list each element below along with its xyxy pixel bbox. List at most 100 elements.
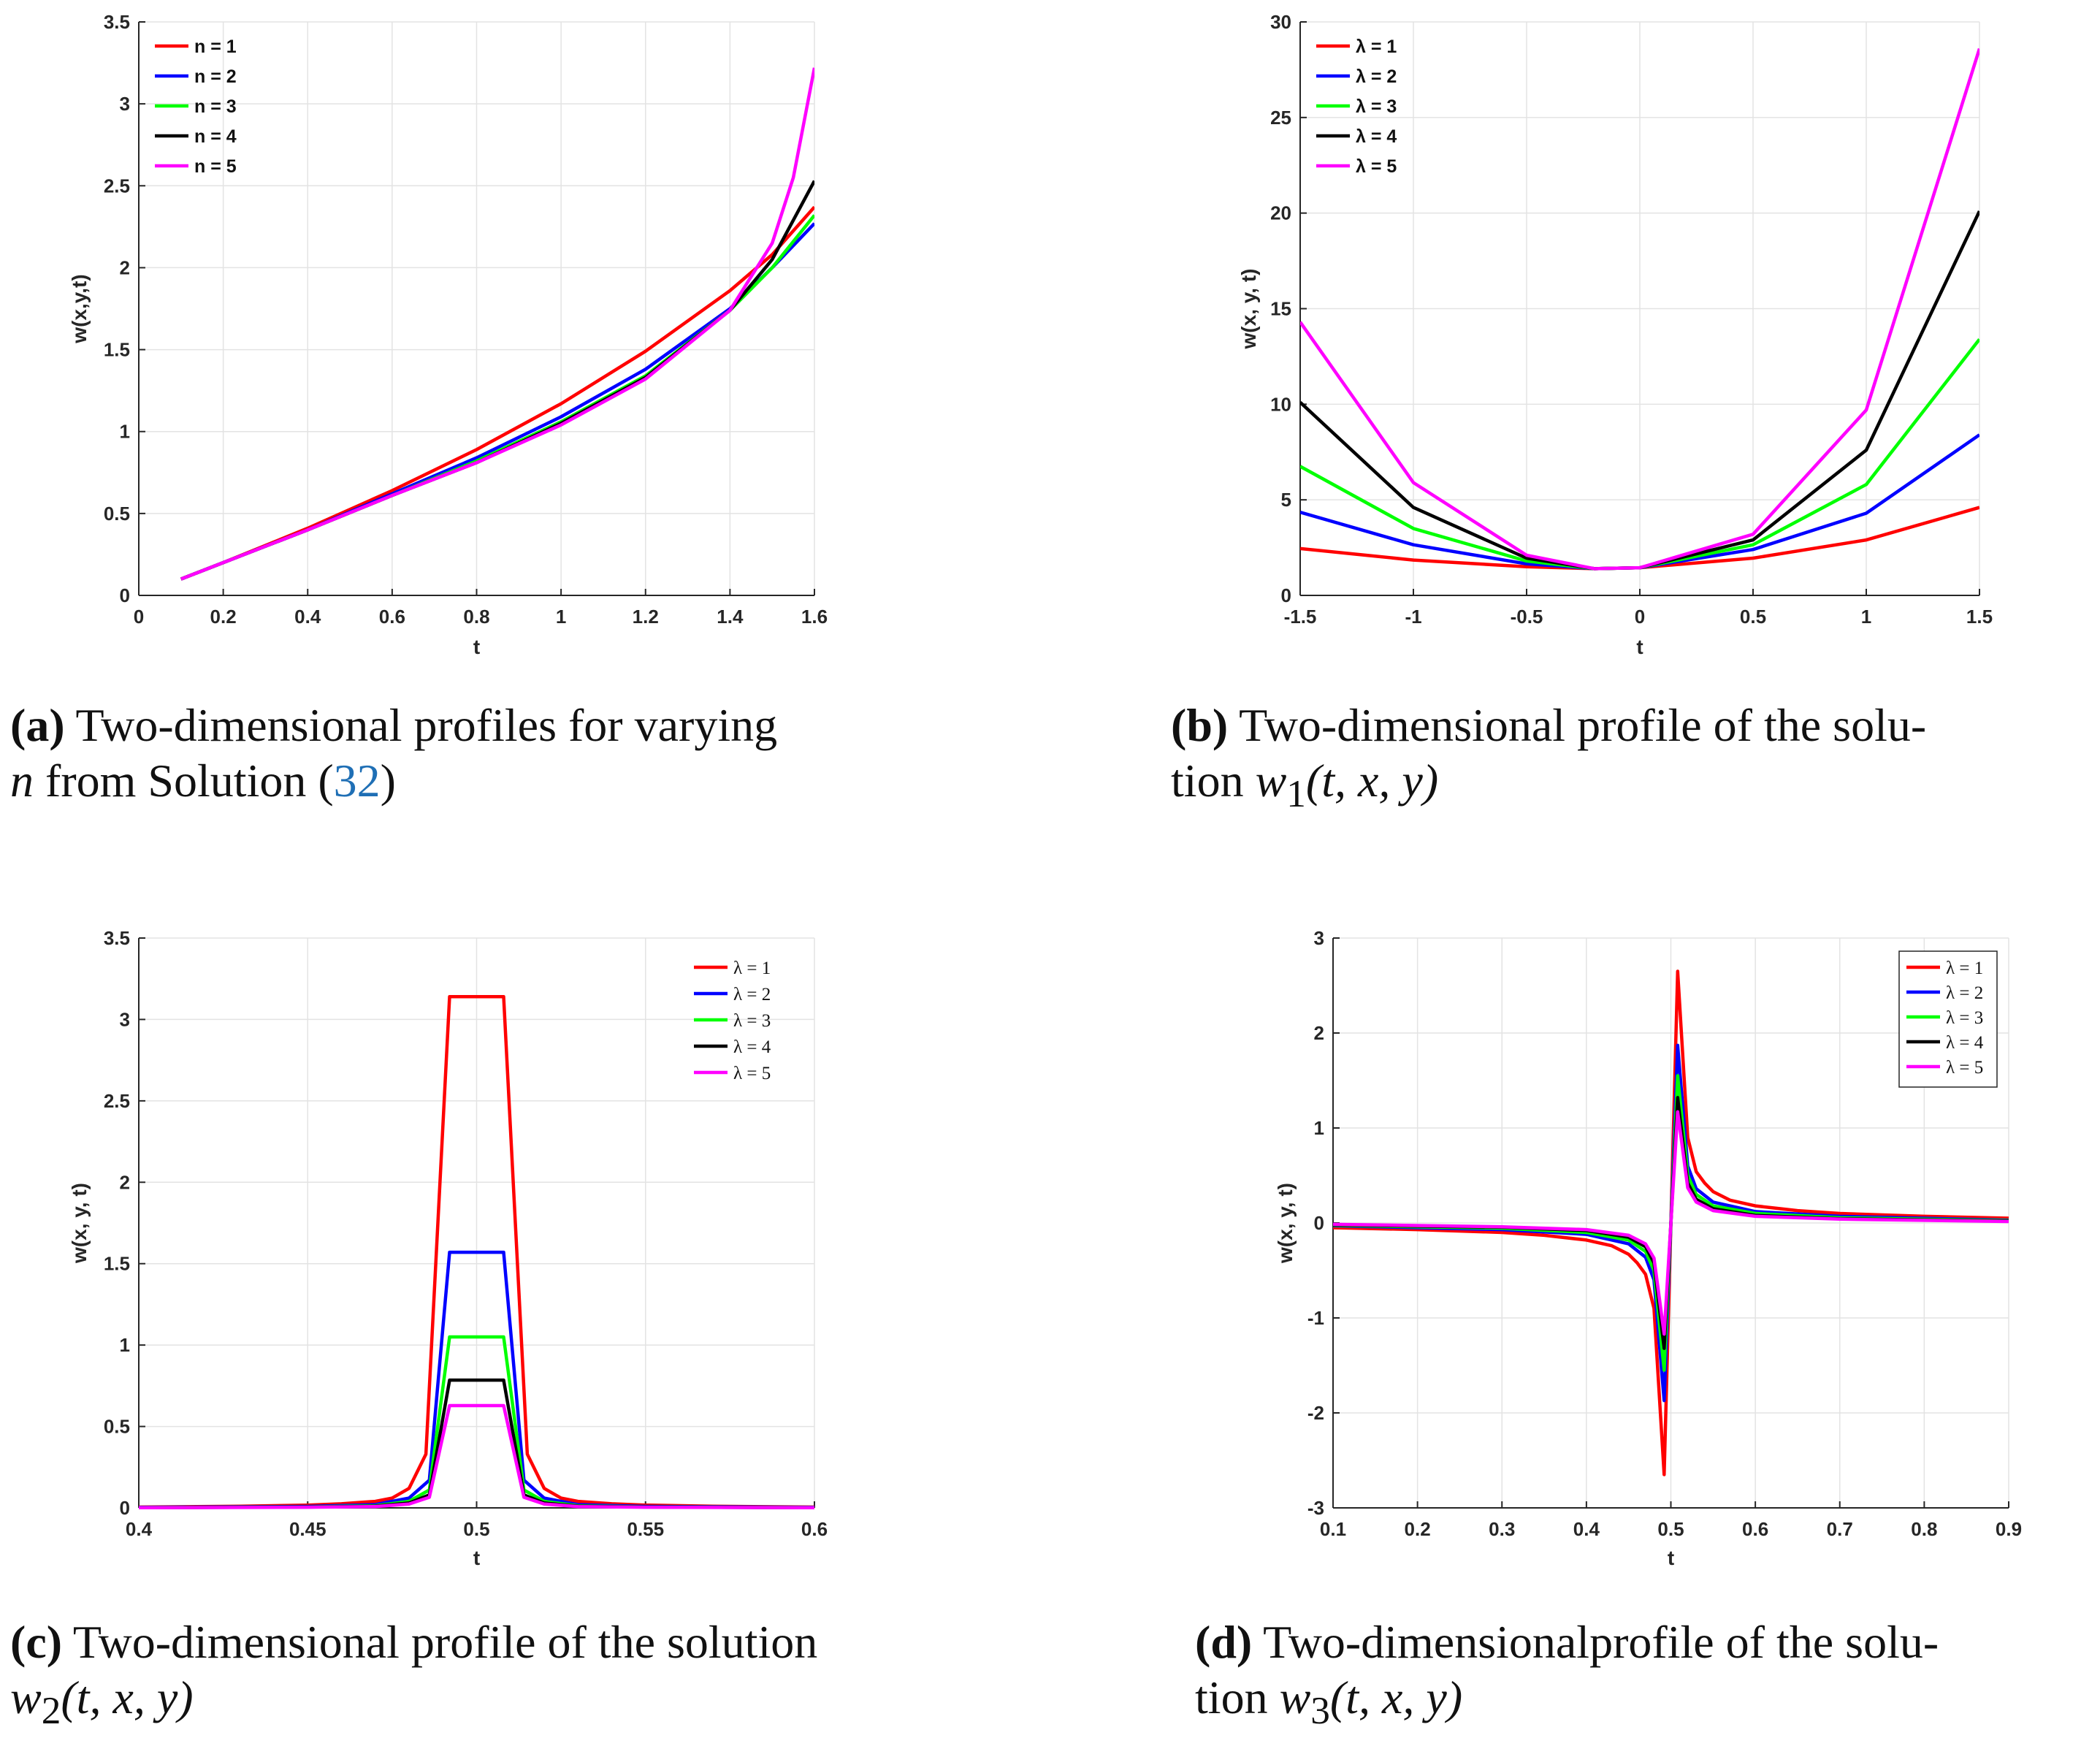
y-tick-label: 3.5 [104, 11, 130, 33]
panel-d: 0.1 0.2 0.3 0.4 0.5 0.6 0.7 0.8 0.9 -3 -2 -1 0 1 2 3 t w(… [1050, 869, 2100, 1737]
x-tick-label: 0.4 [126, 1518, 153, 1540]
y-tick-label: 3.5 [104, 927, 130, 949]
caption-b-args: (t, x, y) [1305, 755, 1439, 807]
y-axis-label: w(x, y, t) [68, 1183, 91, 1264]
x-tick-label: 0.55 [627, 1518, 664, 1540]
caption-a-ref-link[interactable]: 32 [333, 755, 381, 807]
x-tick-label: 1 [1861, 606, 1871, 628]
chart-a: 0 0.2 0.4 0.6 0.8 1 1.2 1.4 1.6 0 0.5 1 1.5 2 2.5 3 3.5 t… [68, 11, 828, 658]
x-tick-label: 0.6 [379, 606, 405, 628]
y-tick-label: 30 [1270, 11, 1291, 33]
caption-a-end: ) [380, 755, 396, 807]
series-line-5 [180, 67, 814, 581]
y-tick-label: 2.5 [104, 1090, 130, 1112]
x-tick-label: 0.6 [1742, 1518, 1768, 1540]
caption-b-sub: 1 [1286, 771, 1306, 815]
y-tick-label: 5 [1281, 489, 1291, 511]
x-tick-label: 0 [1635, 606, 1645, 628]
x-tick-label: -1.5 [1284, 606, 1317, 628]
y-axis-label: w(x,y,t) [68, 274, 91, 343]
caption-a-line1: Two-dimensional profiles for varying [64, 699, 778, 751]
x-axis-label: t [1668, 1547, 1674, 1569]
y-tick-label: 1.5 [104, 339, 130, 361]
x-tick-label: 0.4 [1573, 1518, 1600, 1540]
caption-a-label: (a) [10, 699, 65, 751]
caption-c-args: (t, x, y) [61, 1672, 194, 1723]
chart-b: -1.5 -1 -0.5 0 0.5 1 1.5 0 5 10 15 20 25 30 t w(x, y, t… [1237, 11, 1993, 658]
legend-label-4: λ = 4 [1946, 1033, 1984, 1053]
x-tick-label: 0.4 [294, 606, 321, 628]
legend-label-2: λ = 2 [1946, 983, 1983, 1003]
legend-label-3: λ = 3 [1356, 96, 1397, 117]
y-tick-label: 3 [120, 1008, 130, 1030]
y-tick-label: 25 [1270, 107, 1291, 129]
x-tick-label: 0.5 [463, 1518, 489, 1540]
caption-d: (d) Two-dimensionalprofile of the solu- … [1195, 1615, 1939, 1738]
legend-label-3: λ = 3 [733, 1011, 771, 1031]
x-tick-label: 0.45 [289, 1518, 327, 1540]
chart-c: 0.4 0.45 0.5 0.55 0.6 0 0.5 1 1.5 2 2.5 3 3.5 t w(x, y… [68, 927, 828, 1569]
y-tick-label: 3 [1314, 927, 1324, 949]
legend-label-3: λ = 3 [1946, 1008, 1983, 1028]
legend-label-1: n = 1 [194, 37, 237, 57]
x-tick-label: 0.2 [210, 606, 237, 628]
caption-a-math: n [10, 755, 34, 807]
x-tick-label: 0.8 [463, 606, 489, 628]
legend-label-5: λ = 5 [1356, 156, 1397, 177]
y-tick-label: 20 [1270, 202, 1291, 224]
y-tick-label: 10 [1270, 393, 1291, 415]
y-tick-label: 1 [1314, 1117, 1324, 1139]
legend-label-5: λ = 5 [1946, 1058, 1983, 1078]
caption-c: (c) Two-dimensional profile of the solut… [10, 1615, 817, 1738]
caption-d-args: (t, x, y) [1329, 1672, 1463, 1723]
x-tick-label: 1.4 [717, 606, 744, 628]
caption-c-sub: 2 [41, 1688, 61, 1732]
caption-d-sub: 3 [1310, 1688, 1330, 1732]
x-axis-label: t [473, 1547, 480, 1569]
y-tick-label: 2 [120, 1171, 130, 1193]
y-tick-label: 0.5 [104, 503, 130, 525]
x-tick-label: 0.6 [801, 1518, 828, 1540]
y-tick-label: 15 [1270, 298, 1291, 320]
x-tick-label: -0.5 [1511, 606, 1543, 628]
legend-label-4: λ = 4 [1356, 126, 1397, 147]
caption-d-label: (d) [1195, 1616, 1253, 1668]
legend-label-2: n = 2 [194, 66, 237, 87]
legend-label-5: λ = 5 [733, 1064, 771, 1083]
caption-c-line1: Two-dimensional profile of the solution [62, 1616, 818, 1668]
x-tick-label: 0 [134, 606, 144, 628]
caption-a-mid: from Solution ( [34, 755, 334, 807]
y-tick-label: -1 [1307, 1307, 1324, 1329]
y-tick-label: 0 [120, 584, 130, 606]
caption-c-math: w [10, 1672, 42, 1723]
x-axis-label: t [473, 636, 480, 658]
legend-label-1: λ = 1 [733, 958, 771, 978]
y-tick-label: -3 [1307, 1497, 1324, 1519]
panel-c: 0.4 0.45 0.5 0.55 0.6 0 0.5 1 1.5 2 2.5 3 3.5 t w(x, y… [0, 869, 1050, 1737]
caption-b-line1: Two-dimensional profile of the solu- [1228, 699, 1927, 751]
y-tick-label: 0 [120, 1497, 130, 1519]
caption-b: (b) Two-dimensional profile of the solu-… [1171, 698, 1926, 821]
panel-b: -1.5 -1 -0.5 0 0.5 1 1.5 0 5 10 15 20 25 30 t w(x, y, t… [1050, 0, 2100, 869]
chart-d: 0.1 0.2 0.3 0.4 0.5 0.6 0.7 0.8 0.9 -3 -2 -1 0 1 2 3 t w(… [1274, 927, 2022, 1569]
x-tick-label: 1.5 [1966, 606, 1993, 628]
y-axis-label: w(x, y, t) [1274, 1183, 1297, 1264]
series-line-5 [1333, 1110, 2009, 1336]
legend-label-2: λ = 2 [1356, 66, 1397, 87]
x-tick-label: 1.6 [801, 606, 828, 628]
y-tick-label: 3 [120, 93, 130, 115]
x-axis-label: t [1636, 636, 1643, 658]
series-line-5 [1300, 47, 1979, 571]
y-tick-label: 1.5 [104, 1253, 130, 1275]
x-tick-label: 0.1 [1320, 1518, 1346, 1540]
caption-d-line1: Two-dimensionalprofile of the solu- [1252, 1616, 1939, 1668]
caption-d-math: w [1279, 1672, 1311, 1723]
x-tick-label: 0.8 [1911, 1518, 1937, 1540]
caption-b-pre: tion [1171, 755, 1256, 807]
legend-box [1898, 950, 1998, 1088]
caption-b-label: (b) [1171, 699, 1229, 751]
x-tick-label: -1 [1405, 606, 1421, 628]
y-tick-label: 2 [1314, 1022, 1324, 1044]
y-tick-label: 1 [120, 421, 130, 443]
x-tick-label: 1.2 [633, 606, 659, 628]
